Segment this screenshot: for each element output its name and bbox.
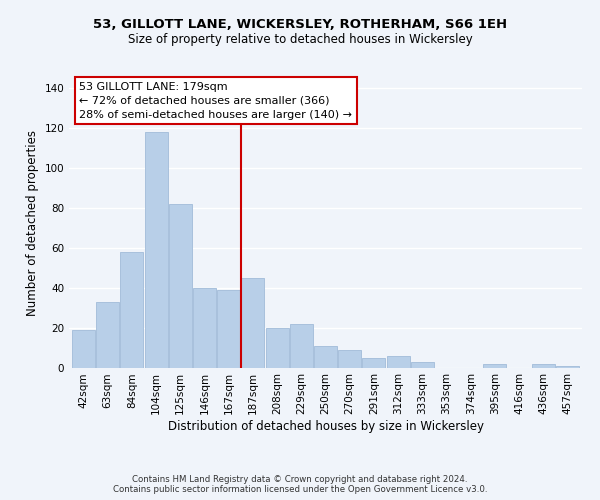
Text: 53, GILLOTT LANE, WICKERSLEY, ROTHERHAM, S66 1EH: 53, GILLOTT LANE, WICKERSLEY, ROTHERHAM,… bbox=[93, 18, 507, 30]
Bar bbox=[72, 330, 95, 368]
Bar bbox=[484, 364, 506, 368]
Text: Size of property relative to detached houses in Wickersley: Size of property relative to detached ho… bbox=[128, 32, 472, 46]
Bar bbox=[241, 278, 265, 368]
Bar bbox=[386, 356, 410, 368]
Bar bbox=[169, 204, 192, 368]
Text: Contains public sector information licensed under the Open Government Licence v3: Contains public sector information licen… bbox=[113, 485, 487, 494]
Bar bbox=[96, 302, 119, 368]
Bar bbox=[145, 132, 167, 368]
Text: Contains HM Land Registry data © Crown copyright and database right 2024.: Contains HM Land Registry data © Crown c… bbox=[132, 475, 468, 484]
Bar bbox=[556, 366, 579, 368]
Bar bbox=[362, 358, 385, 368]
Bar bbox=[217, 290, 240, 368]
Bar bbox=[314, 346, 337, 368]
Y-axis label: Number of detached properties: Number of detached properties bbox=[26, 130, 39, 316]
Bar bbox=[411, 362, 434, 368]
Bar bbox=[532, 364, 555, 368]
Bar bbox=[266, 328, 289, 368]
Bar bbox=[193, 288, 216, 368]
Bar bbox=[338, 350, 361, 368]
X-axis label: Distribution of detached houses by size in Wickersley: Distribution of detached houses by size … bbox=[167, 420, 484, 433]
Bar bbox=[121, 252, 143, 368]
Text: 53 GILLOTT LANE: 179sqm
← 72% of detached houses are smaller (366)
28% of semi-d: 53 GILLOTT LANE: 179sqm ← 72% of detache… bbox=[79, 82, 352, 120]
Bar bbox=[290, 324, 313, 368]
